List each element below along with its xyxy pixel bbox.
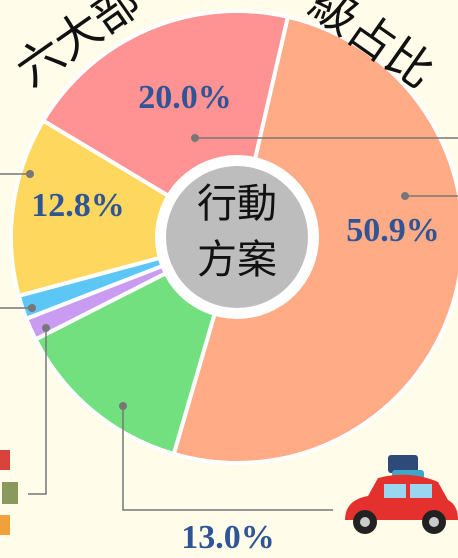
value-label: 50.9% bbox=[346, 212, 440, 249]
leader-dot bbox=[401, 192, 409, 200]
car-icon bbox=[345, 455, 458, 534]
value-label: 12.8% bbox=[31, 187, 125, 224]
center-circle bbox=[166, 166, 308, 308]
center-text: 行動 bbox=[197, 181, 277, 227]
leader-dot bbox=[191, 134, 199, 142]
center-text: 方案 bbox=[197, 237, 277, 283]
leader-dot bbox=[119, 402, 127, 410]
leader-dot bbox=[42, 324, 50, 332]
leader-dot bbox=[28, 304, 36, 312]
leader-line bbox=[122, 406, 333, 511]
leader-line bbox=[28, 328, 47, 495]
bin-icons bbox=[0, 450, 18, 535]
leader-lines bbox=[0, 134, 458, 511]
value-label: 13.0% bbox=[181, 519, 275, 556]
leader-dot bbox=[26, 170, 34, 178]
value-label: 20.0% bbox=[138, 79, 232, 116]
